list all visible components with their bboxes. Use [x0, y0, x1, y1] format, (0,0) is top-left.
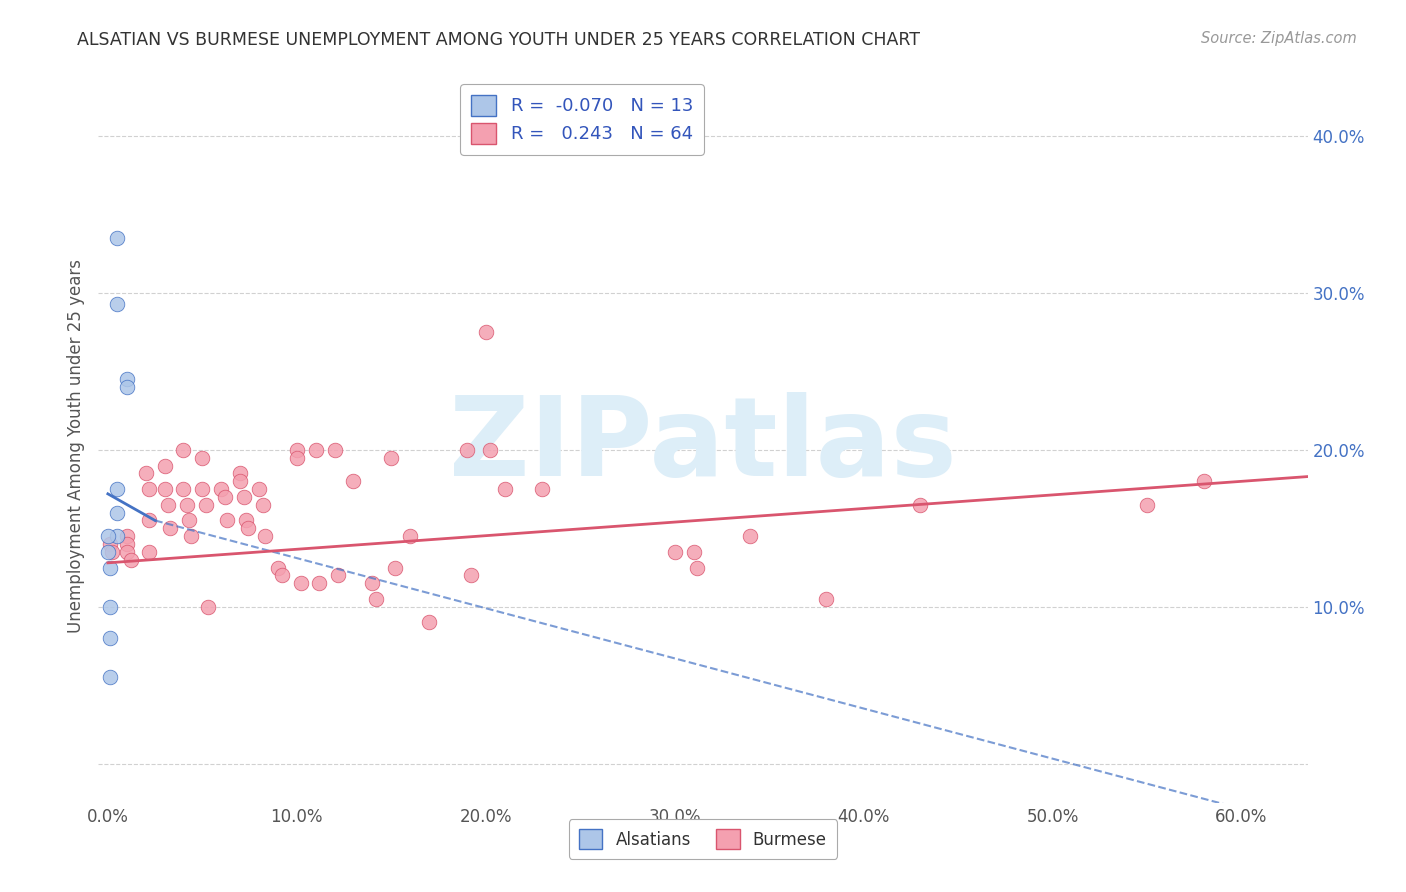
Point	[195, 498, 218, 512]
Point	[478, 442, 501, 457]
Point	[138, 545, 160, 559]
Point	[105, 482, 128, 496]
Point	[1136, 498, 1159, 512]
Point	[98, 599, 121, 614]
Point	[305, 442, 328, 457]
Point	[380, 450, 402, 465]
Point	[285, 450, 308, 465]
Point	[247, 482, 270, 496]
Point	[97, 545, 120, 559]
Point	[191, 482, 214, 496]
Point	[253, 529, 276, 543]
Point	[252, 498, 274, 512]
Point	[285, 442, 308, 457]
Point	[157, 498, 180, 512]
Legend: Alsatians, Burmese: Alsatians, Burmese	[569, 820, 837, 859]
Point	[115, 529, 138, 543]
Point	[232, 490, 254, 504]
Point	[399, 529, 422, 543]
Point	[100, 545, 122, 559]
Point	[328, 568, 350, 582]
Point	[361, 576, 384, 591]
Point	[460, 568, 482, 582]
Point	[531, 482, 554, 496]
Point	[153, 482, 176, 496]
Point	[115, 545, 138, 559]
Point	[267, 560, 290, 574]
Point	[456, 442, 478, 457]
Point	[115, 380, 138, 394]
Point	[494, 482, 516, 496]
Point	[308, 576, 330, 591]
Text: Source: ZipAtlas.com: Source: ZipAtlas.com	[1201, 31, 1357, 46]
Point	[105, 529, 128, 543]
Point	[686, 560, 709, 574]
Point	[270, 568, 292, 582]
Point	[179, 514, 201, 528]
Point	[235, 514, 257, 528]
Point	[664, 545, 686, 559]
Point	[97, 529, 120, 543]
Point	[191, 450, 214, 465]
Point	[814, 591, 837, 606]
Point	[98, 537, 121, 551]
Point	[135, 467, 157, 481]
Point	[384, 560, 406, 574]
Point	[682, 545, 704, 559]
Point	[740, 529, 762, 543]
Point	[172, 442, 194, 457]
Point	[98, 670, 121, 684]
Point	[290, 576, 312, 591]
Y-axis label: Unemployment Among Youth under 25 years: Unemployment Among Youth under 25 years	[67, 259, 86, 633]
Point	[138, 482, 160, 496]
Point	[115, 537, 138, 551]
Text: ALSATIAN VS BURMESE UNEMPLOYMENT AMONG YOUTH UNDER 25 YEARS CORRELATION CHART: ALSATIAN VS BURMESE UNEMPLOYMENT AMONG Y…	[77, 31, 921, 49]
Point	[172, 482, 194, 496]
Point	[176, 498, 198, 512]
Point	[98, 631, 121, 645]
Point	[229, 467, 252, 481]
Point	[180, 529, 202, 543]
Point	[120, 552, 142, 566]
Point	[342, 475, 364, 489]
Point	[159, 521, 181, 535]
Point	[366, 591, 388, 606]
Point	[215, 514, 238, 528]
Point	[197, 599, 219, 614]
Point	[323, 442, 346, 457]
Point	[418, 615, 440, 630]
Point	[153, 458, 176, 473]
Point	[105, 506, 128, 520]
Point	[138, 514, 160, 528]
Point	[910, 498, 932, 512]
Point	[115, 372, 138, 386]
Point	[229, 475, 252, 489]
Text: ZIPatlas: ZIPatlas	[449, 392, 957, 500]
Point	[98, 560, 121, 574]
Point	[105, 297, 128, 311]
Point	[214, 490, 236, 504]
Point	[1192, 475, 1215, 489]
Point	[474, 326, 496, 340]
Point	[105, 231, 128, 245]
Point	[209, 482, 232, 496]
Point	[236, 521, 259, 535]
